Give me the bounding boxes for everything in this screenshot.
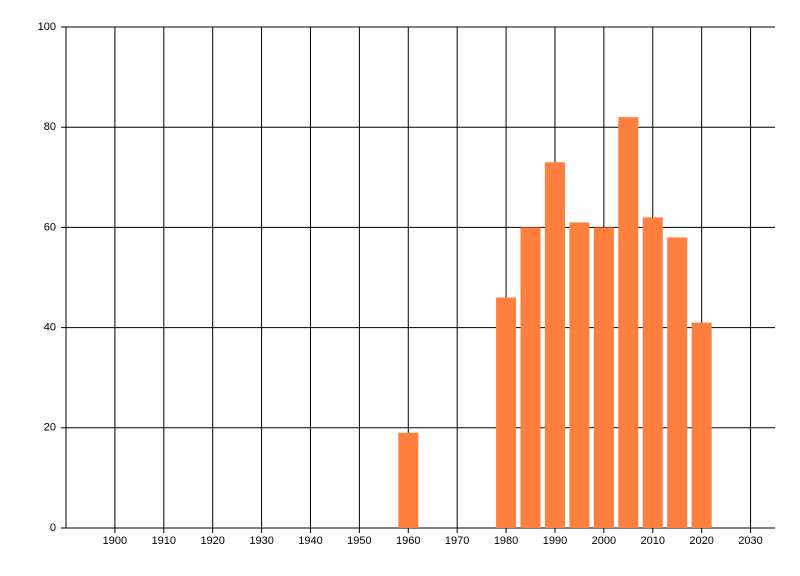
- x-tick-label: 1970: [445, 535, 469, 547]
- bar: [618, 117, 639, 529]
- y-tick-label: 40: [44, 322, 56, 334]
- bar: [593, 227, 614, 528]
- x-tick-label: 2000: [592, 535, 616, 547]
- y-tick-label: 0: [50, 522, 56, 534]
- bar: [642, 217, 663, 528]
- bar: [667, 237, 688, 529]
- bar: [496, 297, 517, 528]
- x-tick-label: 1910: [152, 535, 176, 547]
- x-tick-label: 1920: [200, 535, 224, 547]
- y-tick-label: 100: [38, 21, 56, 33]
- x-tick-label: 1900: [103, 535, 127, 547]
- bar: [544, 162, 565, 528]
- y-tick-label: 20: [44, 422, 56, 434]
- x-tick-label: 1940: [298, 535, 322, 547]
- x-tick-label: 1960: [396, 535, 420, 547]
- x-tick-label: 2020: [689, 535, 713, 547]
- x-tick-label: 2030: [738, 535, 762, 547]
- x-tick-label: 1950: [347, 535, 371, 547]
- bar: [398, 432, 419, 528]
- bar: [691, 322, 712, 528]
- y-tick-label: 60: [44, 221, 56, 233]
- x-tick-label: 1930: [249, 535, 273, 547]
- bar: [520, 227, 541, 528]
- y-tick-label: 80: [44, 121, 56, 133]
- x-tick-label: 1980: [494, 535, 518, 547]
- x-tick-label: 2010: [641, 535, 665, 547]
- x-tick-label: 1990: [543, 535, 567, 547]
- bar: [569, 222, 590, 528]
